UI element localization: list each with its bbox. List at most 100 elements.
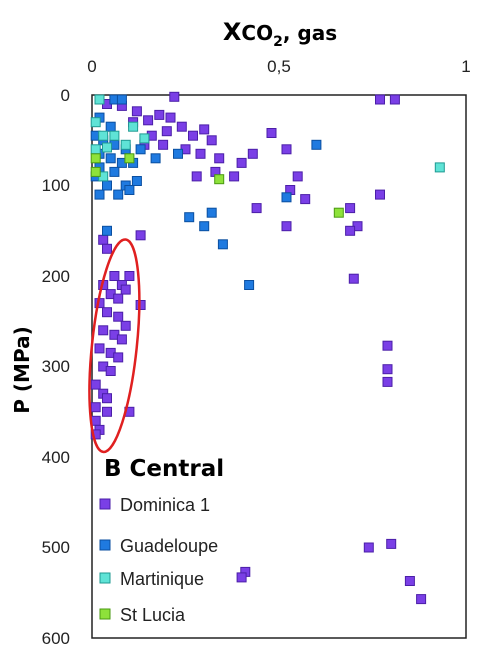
data-point <box>120 284 131 295</box>
data-point <box>188 130 198 141</box>
data-point <box>195 148 206 159</box>
data-point <box>206 207 217 218</box>
data-point <box>161 126 172 137</box>
legend-swatch <box>99 539 111 551</box>
data-point <box>236 157 247 168</box>
x-axis-title: XCO2, gas <box>223 18 337 50</box>
plot-frame <box>91 94 467 639</box>
data-point <box>113 311 124 322</box>
data-point <box>266 128 277 138</box>
y-tick-label: 500 <box>42 538 70 557</box>
data-point <box>102 142 112 153</box>
data-point <box>176 121 187 132</box>
data-point <box>416 594 427 605</box>
data-point <box>116 94 127 105</box>
data-point <box>404 576 415 586</box>
data-point <box>94 189 105 200</box>
data-point <box>229 171 240 182</box>
data-point <box>333 207 344 218</box>
x-tick-labels: 0 0,5 1 <box>87 57 470 76</box>
data-point <box>124 185 135 195</box>
legend-swatch <box>99 572 111 584</box>
data-point <box>124 153 135 164</box>
data-point <box>113 293 124 304</box>
data-point <box>150 153 161 164</box>
y-tick-label: 300 <box>42 357 70 376</box>
data-point <box>90 153 101 164</box>
data-point <box>102 307 112 318</box>
data-point <box>128 121 139 132</box>
legend: Dominica 1 Guadeloupe Martinique St Luci… <box>99 495 218 625</box>
y-axis-title: P (MPa) <box>10 326 34 413</box>
data-point <box>120 320 131 331</box>
data-point <box>300 194 311 205</box>
data-point <box>375 189 385 200</box>
data-point <box>345 225 356 236</box>
data-point <box>120 139 131 150</box>
chart-title: B Central <box>104 456 224 482</box>
data-point <box>214 174 225 185</box>
data-point <box>143 115 154 126</box>
data-point <box>135 230 146 241</box>
data-point <box>311 139 322 150</box>
legend-label: St Lucia <box>120 605 186 625</box>
data-point <box>382 364 393 375</box>
data-point <box>90 429 101 440</box>
data-point <box>281 192 292 203</box>
y-tick-label: 200 <box>42 267 70 286</box>
data-point <box>102 225 112 236</box>
data-point <box>199 124 210 135</box>
x-tick-label: 0 <box>87 57 96 76</box>
data-point <box>131 106 142 117</box>
data-point <box>244 280 255 290</box>
legend-label: Dominica 1 <box>120 495 210 515</box>
data-point <box>348 273 359 284</box>
data-point <box>102 243 112 254</box>
y-tick-label: 100 <box>42 176 70 195</box>
data-point <box>247 148 258 159</box>
data-points <box>90 91 445 605</box>
y-tick-label: 0 <box>61 86 70 105</box>
x-tick-label: 1 <box>461 57 470 76</box>
data-point <box>113 352 124 363</box>
data-point <box>116 334 127 345</box>
data-point <box>105 366 116 376</box>
data-point <box>90 117 101 128</box>
data-point <box>281 221 292 232</box>
highlight-ellipse <box>88 238 141 454</box>
y-tick-label: 400 <box>42 448 70 467</box>
data-point <box>90 166 101 177</box>
data-point <box>124 271 135 281</box>
legend-label: Martinique <box>120 569 204 589</box>
data-point <box>217 239 228 250</box>
data-point <box>102 180 112 191</box>
data-point <box>109 130 120 141</box>
data-point <box>345 203 356 214</box>
data-point <box>135 144 146 155</box>
data-point <box>382 340 393 351</box>
data-point <box>90 379 101 390</box>
legend-swatch <box>99 608 111 620</box>
data-point <box>199 221 210 232</box>
annotations <box>88 238 141 454</box>
y-tick-label: 600 <box>42 629 70 648</box>
data-point <box>102 406 112 417</box>
x-tick-label: 0,5 <box>267 57 291 76</box>
legend-label: Guadeloupe <box>120 536 218 556</box>
data-point <box>281 144 292 155</box>
data-point <box>158 139 169 150</box>
data-point <box>173 148 183 159</box>
y-tick-labels: 0 100 200 300 400 500 600 <box>42 86 70 648</box>
data-point <box>184 212 195 223</box>
data-point <box>90 402 101 413</box>
data-point <box>214 153 225 164</box>
data-point <box>363 542 374 553</box>
data-point <box>375 94 385 105</box>
data-point <box>109 271 120 281</box>
data-point <box>98 325 109 336</box>
data-point <box>90 144 101 155</box>
data-point <box>113 189 124 200</box>
data-point <box>94 343 105 354</box>
data-point <box>105 153 116 164</box>
